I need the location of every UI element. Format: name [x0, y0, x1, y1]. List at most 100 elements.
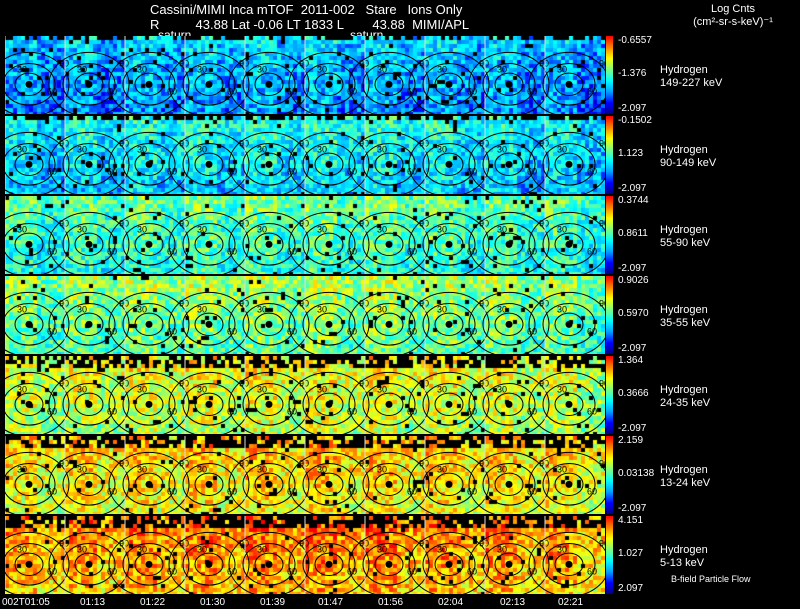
contour-label: 90	[59, 58, 69, 68]
contour-label: 30	[137, 304, 147, 314]
contour-label: 30	[137, 144, 147, 154]
x-tick-label: 02:21	[558, 597, 584, 608]
contour-label: 90	[239, 298, 249, 308]
colorbar-tick-label: -1.376	[618, 68, 647, 79]
contour-line	[134, 152, 164, 177]
colorbar	[606, 436, 613, 514]
species-label: Hydrogen	[660, 384, 708, 396]
contour-label: 30	[497, 224, 507, 234]
x-tick-label: 01:56	[378, 597, 404, 608]
contour-label: 60	[347, 406, 357, 416]
contour-label: 60	[407, 166, 417, 176]
contour-line	[528, 371, 605, 434]
saturn-marker	[505, 320, 513, 328]
colorbar	[606, 116, 613, 194]
contour-line	[182, 63, 236, 106]
saturn-marker	[205, 320, 213, 328]
contour-label: 90	[239, 538, 249, 548]
saturn-marker	[325, 560, 333, 568]
contour-line	[468, 291, 550, 354]
contour-label: 30	[377, 224, 387, 234]
contour-line	[134, 552, 164, 577]
contour-label: 90	[119, 298, 129, 308]
contour-line	[14, 472, 44, 497]
energy-range-label: 149-227 keV	[660, 77, 723, 89]
contour-line	[422, 303, 476, 346]
contour-line	[482, 463, 536, 506]
contour-line	[362, 463, 416, 506]
contour-label: 30	[137, 544, 147, 554]
contour-line	[48, 451, 130, 514]
saturn-marker	[205, 80, 213, 88]
contour-line	[494, 552, 524, 577]
saturn-marker	[145, 320, 153, 328]
contour-label: 30	[257, 144, 267, 154]
contour-line	[348, 291, 430, 354]
contour-line	[48, 131, 130, 194]
contour-line	[554, 232, 584, 257]
saturn-marker	[565, 480, 573, 488]
contour-line	[5, 291, 70, 354]
contour-line	[288, 51, 370, 114]
contour-line	[48, 531, 130, 594]
contour-line	[168, 211, 250, 274]
contour-label: 30	[497, 464, 507, 474]
saturn-marker	[85, 400, 93, 408]
contour-line	[494, 152, 524, 177]
heatmap-panel: 30 60 90 30 60 90 30 60 90 30 60 90 30 60 90 30 60 90 30 60…	[5, 276, 605, 354]
contour-label: 30	[317, 224, 327, 234]
contour-line	[48, 51, 130, 114]
contour-line	[408, 371, 490, 434]
x-tick-label: 002T01:05	[2, 597, 50, 608]
contour-line	[422, 143, 476, 186]
contour-label: 30	[17, 304, 27, 314]
colorbar	[606, 36, 613, 114]
contour-line	[542, 303, 596, 346]
contour-line	[242, 143, 296, 186]
contour-line	[108, 211, 190, 274]
colorbar-tick-label: -2.097	[618, 263, 647, 274]
energy-range-label: 13-24 keV	[660, 477, 711, 489]
contour-line	[194, 152, 224, 177]
saturn-marker	[505, 160, 513, 168]
contour-label: 60	[407, 326, 417, 336]
contour-line	[228, 211, 310, 274]
contour-line	[5, 383, 56, 426]
contour-label: 90	[179, 298, 189, 308]
saturn-marker	[565, 80, 573, 88]
saturn-marker	[445, 80, 453, 88]
contour-line	[408, 211, 490, 274]
contour-label: 30	[137, 224, 147, 234]
saturn-marker	[205, 400, 213, 408]
contour-line	[254, 72, 284, 97]
contour-line	[168, 291, 250, 354]
saturn-marker	[565, 560, 573, 568]
contour-overlay: 30 60 90 30 60 90 30 60 90 30 60 90 30 60 90 30 60 90 30 60…	[5, 356, 605, 434]
contour-line	[254, 552, 284, 577]
colorbar-tick-label: 4.151	[618, 515, 644, 526]
colorbar-tick-label: 0.3744	[618, 195, 649, 206]
energy-range-label: 35-55 keV	[660, 317, 711, 329]
contour-line	[168, 51, 250, 114]
contour-overlay: 30 60 90 30 60 90 30 60 90 30 60 90 30 60 90 30 60 90 30 60…	[5, 276, 605, 354]
contour-label: 60	[467, 326, 477, 336]
contour-line	[302, 463, 356, 506]
contour-line	[62, 543, 116, 586]
saturn-marker	[445, 560, 453, 568]
contour-line	[242, 463, 296, 506]
contour-line	[5, 371, 70, 434]
contour-label: 30	[17, 224, 27, 234]
contour-label: 60	[167, 166, 177, 176]
contour-label: 30	[317, 64, 327, 74]
contour-label: 90	[179, 378, 189, 388]
contour-line	[194, 312, 224, 337]
contour-line	[314, 72, 344, 97]
contour-line	[242, 303, 296, 346]
contour-label: 90	[239, 378, 249, 388]
contour-label: 60	[587, 566, 597, 576]
saturn-marker	[205, 560, 213, 568]
contour-label: 60	[407, 86, 417, 96]
contour-label: 60	[347, 486, 357, 496]
contour-line	[482, 143, 536, 186]
contour-line	[468, 211, 550, 274]
